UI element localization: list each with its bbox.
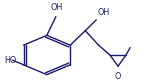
Text: O: O — [115, 72, 121, 81]
Text: OH: OH — [97, 8, 110, 17]
Text: HO: HO — [4, 56, 17, 65]
Text: OH: OH — [51, 3, 63, 12]
